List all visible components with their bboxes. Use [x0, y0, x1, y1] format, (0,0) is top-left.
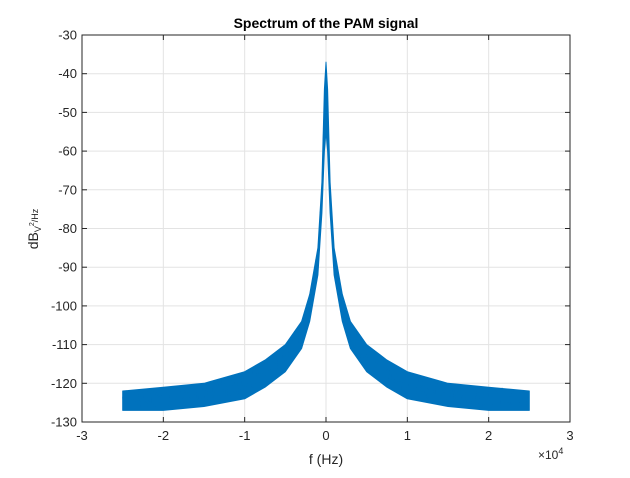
- y-axis-label: dBV2/Hz: [25, 208, 43, 249]
- x-tick-label: 1: [404, 428, 411, 443]
- x-tick-label: -2: [158, 428, 170, 443]
- y-axis-label-base: dB: [25, 232, 41, 249]
- x-tick-label: -1: [239, 428, 251, 443]
- y-tick-label: -110: [52, 337, 77, 352]
- spectrum-band: [122, 61, 530, 411]
- y-tick-label: -50: [58, 105, 77, 120]
- x-tick-label: 2: [485, 428, 492, 443]
- chart-title: Spectrum of the PAM signal: [234, 15, 419, 31]
- x-tick-label: 3: [566, 428, 573, 443]
- y-axis-label-subscript: V: [33, 226, 43, 232]
- tick-labels: -3 -2 -1 0 1 2 3 -130 -120 -110 -100 -90 -80 -70 -60 -5…: [51, 28, 574, 444]
- y-tick-label: -100: [51, 298, 77, 313]
- y-tick-label: -60: [58, 144, 77, 159]
- x-axis-exponent-power: 4: [558, 446, 563, 456]
- ticks: [81, 34, 571, 423]
- spectrum-trace: [122, 77, 530, 408]
- x-tick-label: 0: [322, 428, 329, 443]
- y-tick-label: -90: [58, 260, 77, 275]
- x-tick-label: -3: [76, 428, 88, 443]
- y-tick-label: -40: [58, 66, 77, 81]
- series-layer: [122, 61, 530, 411]
- y-tick-label: -130: [51, 415, 77, 430]
- y-tick-label: -30: [58, 28, 77, 43]
- x-axis-exponent: ×104: [538, 446, 563, 462]
- y-tick-label: -70: [58, 182, 77, 197]
- x-axis-exponent-base: ×10: [538, 448, 559, 462]
- y-tick-label: -120: [51, 376, 77, 391]
- y-axis-label-superscript: 2: [29, 222, 36, 226]
- y-axis-label-tail: /Hz: [30, 208, 40, 222]
- y-tick-label: -80: [58, 221, 77, 236]
- x-axis-label: f (Hz): [309, 451, 343, 467]
